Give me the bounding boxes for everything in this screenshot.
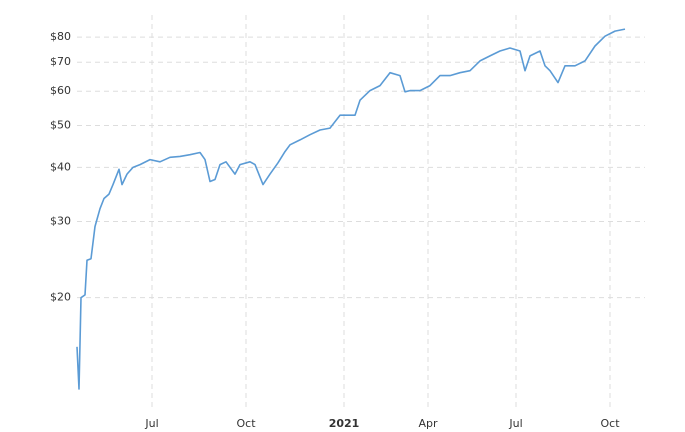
x-tick-label: Jul bbox=[508, 417, 522, 430]
y-tick-label: $50 bbox=[50, 118, 71, 131]
price-line bbox=[76, 28, 626, 390]
y-tick-label: $30 bbox=[50, 214, 71, 227]
x-tick-label: Apr bbox=[418, 417, 438, 430]
y-tick-label: $60 bbox=[50, 84, 71, 97]
x-tick-label: Jul bbox=[144, 417, 158, 430]
x-tick-label: Oct bbox=[600, 417, 620, 430]
y-tick-label: $40 bbox=[50, 160, 71, 173]
y-tick-label: $80 bbox=[50, 30, 71, 43]
x-tick-label: 2021 bbox=[329, 417, 360, 430]
y-tick-label: $70 bbox=[50, 55, 71, 68]
x-tick-label: Oct bbox=[236, 417, 256, 430]
y-tick-label: $20 bbox=[50, 291, 71, 304]
